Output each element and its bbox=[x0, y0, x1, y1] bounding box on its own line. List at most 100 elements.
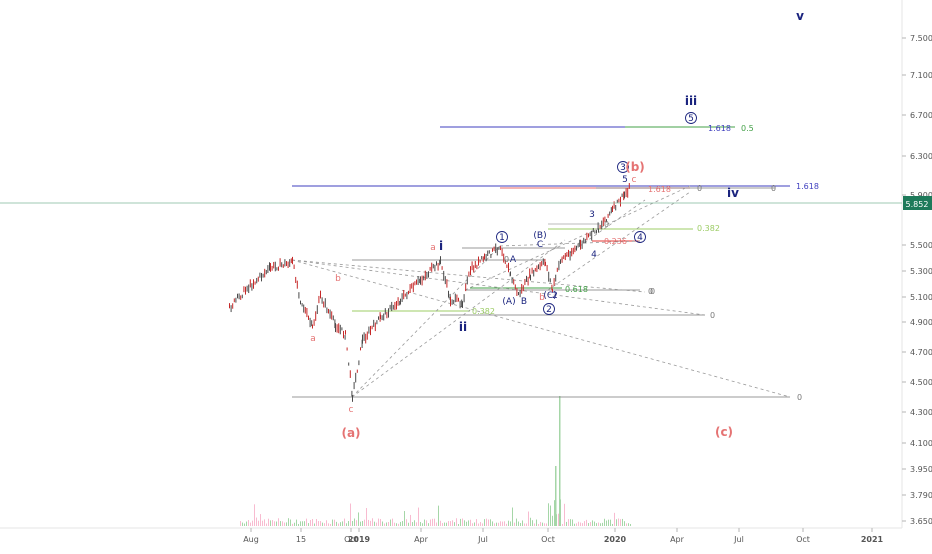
price-bar bbox=[548, 271, 550, 282]
price-bar bbox=[306, 307, 308, 318]
wave-label: i bbox=[439, 239, 443, 253]
volume-bar bbox=[448, 521, 449, 526]
price-bar bbox=[501, 248, 503, 257]
volume-bar bbox=[608, 519, 609, 526]
price-bar bbox=[254, 281, 256, 285]
price-bar bbox=[326, 307, 328, 314]
volume-bar bbox=[548, 503, 549, 526]
volume-bar bbox=[538, 523, 539, 526]
price-bar bbox=[448, 290, 449, 298]
volume-bar bbox=[620, 519, 621, 526]
trend-line bbox=[291, 259, 791, 398]
price-bar bbox=[437, 262, 439, 271]
volume-bar bbox=[582, 523, 583, 526]
wave-label: (C) bbox=[543, 291, 556, 301]
price-bar bbox=[292, 256, 293, 265]
y-tick-label: 6.300 bbox=[910, 152, 932, 161]
price-bar bbox=[298, 292, 300, 299]
price-bar bbox=[522, 285, 524, 292]
price-bar bbox=[424, 270, 426, 281]
price-bar bbox=[485, 254, 487, 262]
price-bar bbox=[233, 298, 235, 303]
price-bar bbox=[361, 339, 363, 349]
volume-bar bbox=[262, 520, 263, 526]
price-bar bbox=[530, 274, 531, 281]
price-bar bbox=[420, 276, 421, 285]
volume-bar bbox=[622, 518, 623, 526]
volume-bar bbox=[588, 523, 589, 526]
price-bar bbox=[373, 319, 375, 327]
volume-bar bbox=[484, 519, 485, 526]
volume-bar bbox=[574, 523, 575, 526]
price-bar bbox=[518, 292, 519, 296]
volume-bar bbox=[336, 521, 337, 526]
price-bar bbox=[328, 308, 329, 314]
volume-bar bbox=[486, 518, 487, 526]
price-bar bbox=[581, 240, 583, 249]
volume-bar bbox=[568, 519, 569, 526]
y-tick-label: 6.700 bbox=[910, 111, 932, 120]
price-bar bbox=[256, 277, 258, 284]
volume-bar bbox=[600, 523, 601, 526]
volume-bar bbox=[510, 521, 511, 526]
price-bar bbox=[421, 275, 423, 286]
price-bar bbox=[470, 266, 471, 276]
volume-bar bbox=[434, 518, 435, 526]
volume-bar bbox=[526, 523, 527, 526]
price-bar bbox=[241, 294, 243, 299]
price-bar bbox=[346, 347, 348, 351]
price-bar bbox=[526, 275, 527, 282]
volume-bar bbox=[578, 521, 579, 526]
price-bar bbox=[426, 271, 428, 279]
volume-bar bbox=[332, 519, 333, 526]
volume-bar bbox=[304, 521, 305, 526]
price-bar bbox=[358, 360, 360, 366]
price-bar bbox=[265, 269, 267, 275]
price-bar bbox=[423, 275, 425, 281]
volume-bar bbox=[508, 520, 509, 526]
price-bar bbox=[541, 260, 543, 267]
wave-label: A bbox=[510, 255, 517, 265]
volume-bar bbox=[390, 519, 391, 526]
price-bar bbox=[355, 372, 357, 383]
price-bar bbox=[577, 243, 579, 248]
price-bar bbox=[546, 264, 548, 272]
price-bar bbox=[253, 279, 254, 289]
price-bar bbox=[339, 324, 341, 335]
volume-bar bbox=[358, 512, 359, 526]
price-bar bbox=[539, 262, 541, 271]
y-tick-label: 5.100 bbox=[910, 293, 932, 302]
price-bar bbox=[308, 315, 309, 320]
volume-bar bbox=[396, 523, 397, 526]
price-bar bbox=[568, 249, 569, 257]
price-bar bbox=[583, 237, 585, 244]
price-bar bbox=[462, 301, 463, 308]
volume-bar bbox=[344, 518, 345, 526]
volume-bar bbox=[360, 521, 361, 526]
wave-label: b bbox=[335, 274, 341, 284]
price-bar bbox=[278, 266, 279, 271]
price-bar bbox=[262, 273, 264, 278]
volume-bar bbox=[566, 521, 567, 526]
volume-bar bbox=[594, 521, 595, 526]
price-bar bbox=[621, 193, 623, 198]
volume-bar bbox=[244, 523, 245, 526]
price-axis[interactable]: 7.500 7.100 6.700 6.300 5.900 5.500 5.300 5.100… bbox=[902, 34, 932, 526]
price-bar bbox=[383, 313, 385, 321]
trend-line bbox=[351, 239, 566, 398]
price-bar bbox=[362, 334, 363, 344]
price-bar bbox=[353, 381, 355, 390]
volume-bar bbox=[464, 520, 465, 526]
volume-bar bbox=[282, 521, 283, 526]
price-bar bbox=[596, 230, 597, 234]
volume-bar bbox=[240, 521, 241, 526]
price-bar bbox=[406, 291, 408, 300]
volume-bar bbox=[440, 520, 441, 526]
fib-level-label: 0 bbox=[604, 220, 609, 229]
fib-level-label: 1.618 bbox=[708, 124, 731, 133]
price-bar bbox=[571, 247, 573, 257]
volume-bar bbox=[338, 523, 339, 526]
